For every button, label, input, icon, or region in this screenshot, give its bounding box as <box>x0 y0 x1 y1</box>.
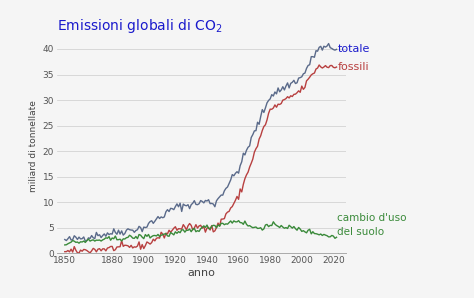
X-axis label: anno: anno <box>188 268 215 278</box>
Y-axis label: miliard di tonnellate: miliard di tonnellate <box>29 100 38 192</box>
Text: Emissioni globali di CO$_2$: Emissioni globali di CO$_2$ <box>57 17 222 35</box>
Text: cambio d'uso
del suolo: cambio d'uso del suolo <box>337 213 407 237</box>
Text: fossili: fossili <box>337 62 369 72</box>
Text: totale: totale <box>337 44 370 54</box>
